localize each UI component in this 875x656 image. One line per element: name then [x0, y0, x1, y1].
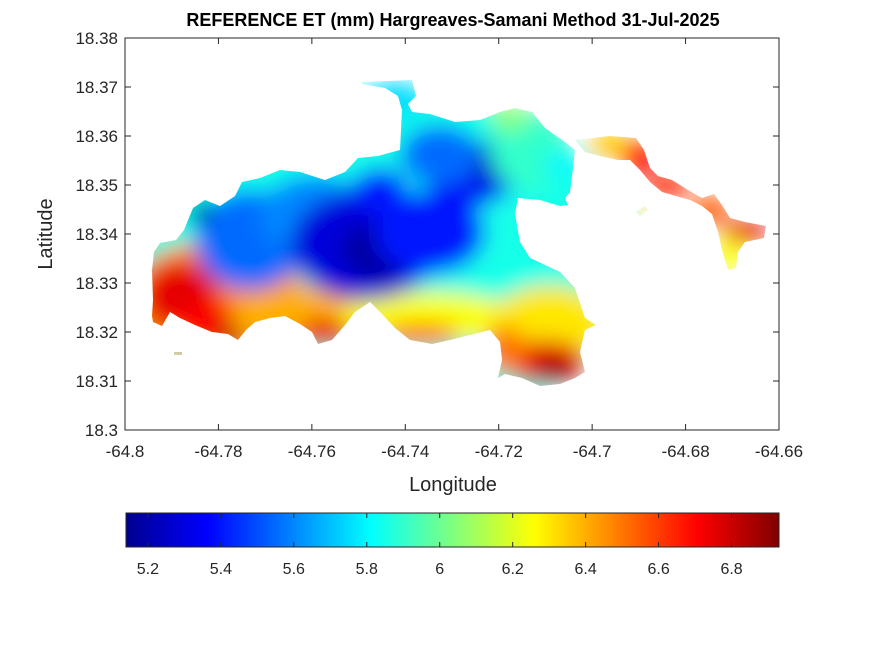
y-tick-label: 18.31	[75, 372, 118, 391]
y-tick-label: 18.36	[75, 127, 118, 146]
x-tick-label: -64.7	[573, 442, 612, 461]
y-tick-label: 18.33	[75, 274, 118, 293]
y-tick-label: 18.3	[85, 421, 118, 440]
heat-blob	[375, 190, 485, 274]
x-tick-label: -64.8	[106, 442, 145, 461]
colorbar-tick-label: 6.4	[575, 561, 597, 578]
heat-blob	[544, 151, 576, 179]
chart-title: REFERENCE ET (mm) Hargreaves-Samani Meth…	[186, 10, 719, 30]
colorbar-tick-label: 6	[435, 561, 444, 578]
x-tick-label: -64.76	[288, 442, 336, 461]
x-axis-ticks: -64.8 -64.78 -64.76 -64.74 -64.72 -64.7 -64.68…	[106, 38, 803, 461]
x-tick-label: -64.78	[194, 442, 242, 461]
y-axis-label: Latitude	[35, 198, 57, 269]
x-axis-label: Longitude	[409, 474, 497, 496]
colorbar-tick-label: 6.2	[502, 561, 524, 578]
y-tick-label: 18.34	[75, 225, 118, 244]
colorbar-tick-label: 6.8	[720, 561, 742, 578]
x-tick-label: -64.72	[475, 442, 523, 461]
colorbar-tick-label: 6.6	[647, 561, 669, 578]
x-tick-label: -64.66	[755, 442, 803, 461]
colorbar-ticks: 5.2 5.4 5.6 5.8 6 6.2 6.4 6.6 6.8	[137, 513, 743, 578]
heat-blob	[400, 125, 480, 185]
x-tick-label: -64.74	[381, 442, 429, 461]
colorbar	[125, 512, 780, 548]
y-tick-label: 18.38	[75, 29, 118, 48]
colorbar-tick-label: 5.8	[356, 561, 378, 578]
y-axis-ticks: 18.3 18.31 18.32 18.33 18.34 18.35 18.36 18.37 1…	[75, 29, 779, 440]
heat-blob	[535, 360, 575, 384]
y-tick-label: 18.37	[75, 78, 118, 97]
y-tick-label: 18.32	[75, 323, 118, 342]
heat-blob	[588, 132, 632, 160]
heat-blob	[352, 168, 408, 212]
colorbar-tick-label: 5.2	[137, 561, 159, 578]
x-tick-label: -64.68	[661, 442, 709, 461]
colorbar-tick-label: 5.6	[283, 561, 305, 578]
colorbar-tick-label: 5.4	[210, 561, 232, 578]
y-tick-label: 18.35	[75, 176, 118, 195]
